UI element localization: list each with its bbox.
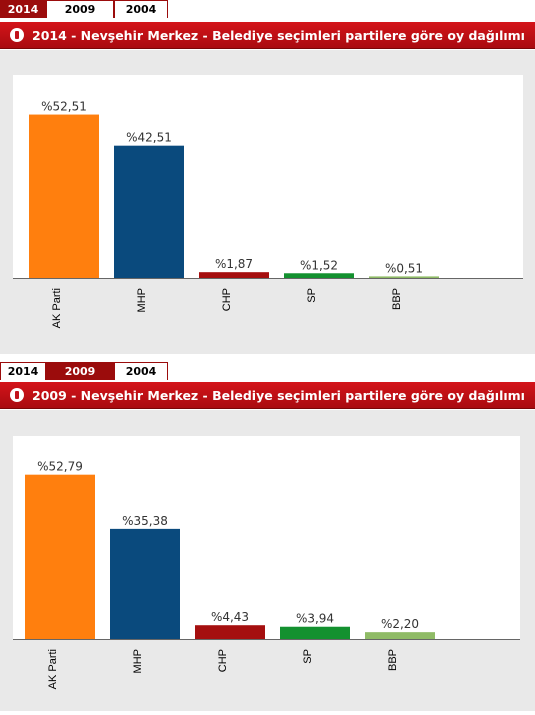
tab-2014[interactable]: 2014 bbox=[0, 362, 46, 380]
bar-sp[interactable] bbox=[280, 626, 350, 639]
bar-chp[interactable] bbox=[195, 625, 265, 639]
chart-area: %52,51 AK Parti %42,51 MHP %1,87 CHP %1,52 SP %0… bbox=[0, 50, 535, 354]
category-label: CHP bbox=[221, 288, 233, 311]
value-label: %42,51 bbox=[126, 131, 172, 145]
chart-header: 2009 - Nevşehir Merkez - Belediye seçiml… bbox=[0, 382, 535, 409]
tab-2004[interactable]: 2004 bbox=[114, 0, 168, 18]
chart-area: %52,79 AK Parti %35,38 MHP %4,43 CHP %3,94 SP %2… bbox=[0, 410, 535, 711]
category-label: CHP bbox=[217, 649, 229, 672]
chart-title: 2014 - Nevşehir Merkez - Belediye seçiml… bbox=[32, 27, 525, 43]
category-label: MHP bbox=[136, 288, 148, 312]
bar-ak-parti[interactable] bbox=[29, 114, 99, 279]
value-label: %3,94 bbox=[296, 612, 334, 626]
year-tabs: 2014 2009 2004 bbox=[0, 0, 168, 18]
bar-sp[interactable] bbox=[284, 273, 354, 278]
value-label: %35,38 bbox=[122, 514, 168, 528]
plot-background bbox=[13, 436, 520, 640]
bar-bbp[interactable] bbox=[365, 632, 435, 639]
tab-2009[interactable]: 2009 bbox=[46, 362, 114, 380]
bar-chp[interactable] bbox=[199, 272, 269, 278]
chart-panel-2014: 2014 2009 2004 2014 - Nevşehir Merkez - … bbox=[0, 0, 535, 354]
tab-2014[interactable]: 2014 bbox=[0, 0, 46, 18]
value-label: %4,43 bbox=[211, 610, 249, 624]
value-label: %1,52 bbox=[300, 258, 338, 272]
value-label: %52,79 bbox=[37, 460, 83, 474]
year-tabs: 2014 2009 2004 bbox=[0, 362, 168, 380]
category-label: MHP bbox=[132, 649, 144, 673]
info-icon bbox=[10, 388, 24, 402]
chart-title: 2009 - Nevşehir Merkez - Belediye seçiml… bbox=[32, 387, 525, 403]
category-label: BBP bbox=[387, 649, 399, 671]
value-label: %1,87 bbox=[215, 257, 253, 271]
category-label: SP bbox=[302, 649, 314, 664]
bar-mhp[interactable] bbox=[110, 528, 180, 639]
category-label: AK Parti bbox=[51, 288, 63, 328]
category-label: BBP bbox=[391, 288, 403, 310]
bar-ak-parti[interactable] bbox=[25, 474, 95, 639]
bar-chart-2009: %52,79 AK Parti %35,38 MHP %4,43 CHP %3,94 SP %2… bbox=[13, 436, 520, 689]
value-label: %0,51 bbox=[385, 261, 423, 275]
bar-bbp[interactable] bbox=[369, 276, 439, 278]
category-label: AK Parti bbox=[47, 649, 59, 689]
chart-panel-2009: 2014 2009 2004 2009 - Nevşehir Merkez - … bbox=[0, 362, 535, 715]
value-label: %2,20 bbox=[381, 617, 419, 631]
info-icon bbox=[10, 28, 24, 42]
category-label: SP bbox=[306, 288, 318, 303]
value-label: %52,51 bbox=[41, 100, 87, 114]
tab-2009[interactable]: 2009 bbox=[46, 0, 114, 18]
bar-mhp[interactable] bbox=[114, 145, 184, 278]
bar-chart-2014: %52,51 AK Parti %42,51 MHP %1,87 CHP %1,52 SP %0… bbox=[13, 75, 523, 328]
chart-header: 2014 - Nevşehir Merkez - Belediye seçiml… bbox=[0, 22, 535, 49]
tab-2004[interactable]: 2004 bbox=[114, 362, 168, 380]
